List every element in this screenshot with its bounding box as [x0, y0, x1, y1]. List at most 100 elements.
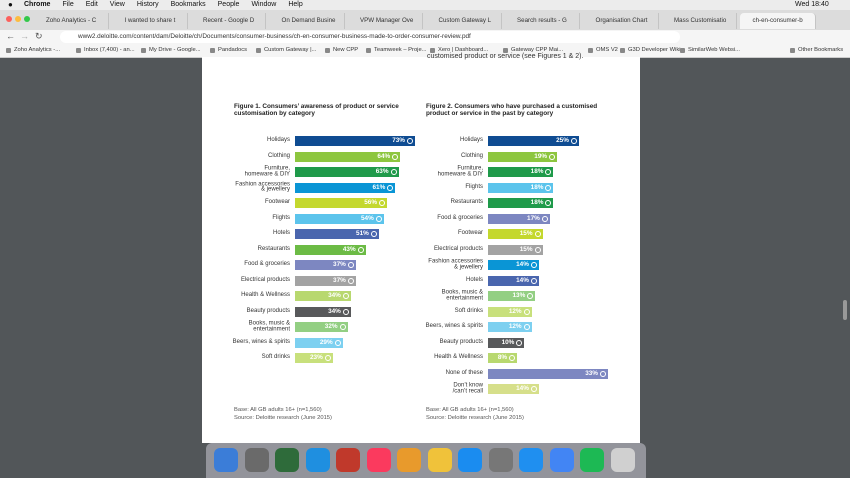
- bookmark[interactable]: New CPP: [325, 44, 358, 57]
- menu-item[interactable]: History: [136, 1, 159, 8]
- category-icon: [379, 200, 386, 206]
- menu-item[interactable]: People: [217, 1, 240, 8]
- value-label: 18%: [530, 199, 544, 206]
- category-label: Footwear: [457, 230, 483, 237]
- category-label: Restaurants: [450, 199, 483, 206]
- dock-icon[interactable]: [336, 448, 360, 472]
- value-label: 64%: [377, 152, 391, 160]
- dock-icon[interactable]: [427, 448, 452, 472]
- value-label: 12%: [508, 323, 522, 330]
- forward-button[interactable]: →: [20, 31, 29, 41]
- dock-icon[interactable]: [458, 448, 482, 472]
- category-icon: [390, 169, 397, 175]
- bar: 13%: [488, 291, 536, 301]
- category-label: Health & Wellness: [241, 292, 290, 299]
- bookmark[interactable]: SimilarWeb Websi...: [680, 44, 740, 57]
- zoom-button[interactable]: [24, 16, 30, 22]
- dock-icon[interactable]: [397, 448, 421, 472]
- scrollbar[interactable]: [843, 300, 847, 320]
- back-button[interactable]: ←: [6, 31, 15, 41]
- bar: 17%: [488, 213, 550, 224]
- reload-button[interactable]: ↻: [35, 31, 43, 41]
- value-label: 14%: [516, 261, 529, 268]
- close-button[interactable]: [6, 16, 12, 22]
- tab[interactable]: VPW Manager Ove: [347, 13, 423, 29]
- bookmark[interactable]: G3D Developer Wiki: [620, 44, 681, 57]
- dock-icon[interactable]: [549, 448, 574, 472]
- category-label: None of these: [445, 369, 483, 376]
- tab[interactable]: On Demand Busine: [269, 13, 345, 29]
- bar: 73%: [295, 136, 415, 146]
- minimize-button[interactable]: [15, 16, 21, 22]
- menu-item[interactable]: Help: [288, 1, 303, 8]
- bar: 19%: [488, 151, 558, 162]
- bookmark[interactable]: Gateway CPP Mai...: [503, 44, 563, 57]
- menu-item[interactable]: Edit: [85, 1, 98, 8]
- dock-icon[interactable]: [305, 448, 330, 472]
- category-label: Fashion accessories & jewellery: [428, 258, 483, 270]
- tab[interactable]: Mass Customisatio: [661, 13, 737, 29]
- bookmarks-bar: Other Bookmarks Zoho Analytics -... Inbox…: [0, 44, 850, 58]
- category-label: Beers, wines & spirits: [232, 338, 290, 345]
- bar: 64%: [295, 151, 401, 162]
- bar: 14%: [488, 384, 539, 394]
- category-label: Books, music & entertainment: [248, 320, 290, 332]
- bookmark[interactable]: Xero | Dashboard...: [430, 44, 488, 57]
- category-label: Electrical products: [433, 245, 483, 252]
- category-label: Hotels: [465, 276, 483, 283]
- tab[interactable]: ch-en-consumer-b: [739, 13, 816, 29]
- category-label: Flights: [465, 183, 483, 190]
- bookmark[interactable]: Inbox (7,400) - an...: [76, 44, 135, 57]
- category-icon: [570, 138, 577, 144]
- value-label: 29%: [319, 338, 333, 346]
- tab[interactable]: I wanted to share t: [112, 13, 188, 29]
- clock[interactable]: Wed 18:40: [795, 1, 829, 8]
- category-icon: [407, 138, 413, 144]
- value-label: 18%: [530, 168, 544, 175]
- category-icon: [375, 215, 382, 222]
- menu-item[interactable]: Window: [251, 1, 277, 8]
- dock-icon[interactable]: [244, 448, 269, 472]
- bookmark[interactable]: My Drive - Google...: [141, 44, 201, 57]
- dock-icon[interactable]: [488, 448, 513, 472]
- apple-logo[interactable]: ●: [8, 0, 13, 9]
- tab[interactable]: Organisation Chart: [583, 13, 659, 29]
- bookmark[interactable]: OMS V2: [588, 44, 618, 57]
- category-icon: [600, 370, 606, 377]
- menu-item[interactable]: Chrome: [24, 1, 51, 8]
- bookmark[interactable]: Teamweek – Proje...: [366, 44, 427, 57]
- bookmark[interactable]: Pandadocs: [210, 44, 247, 57]
- dock-icon[interactable]: [519, 448, 543, 472]
- category-label: Electrical products: [240, 276, 290, 283]
- bookmark[interactable]: Custom Gateway |...: [256, 44, 316, 57]
- tab[interactable]: Zoho Analytics - C: [33, 13, 109, 29]
- category-label: Food & groceries: [437, 214, 483, 221]
- value-label: 8%: [497, 354, 508, 361]
- bookmark[interactable]: Zoho Analytics -...: [6, 44, 60, 57]
- tab[interactable]: Recent - Google D: [190, 13, 266, 29]
- dock-icon[interactable]: [214, 448, 238, 472]
- value-label: 23%: [310, 354, 323, 361]
- menu-item[interactable]: Bookmarks: [170, 1, 206, 8]
- category-icon: [342, 308, 349, 315]
- tab[interactable]: Search results - G: [504, 13, 580, 29]
- dock-icon[interactable]: [610, 448, 635, 472]
- menu-item[interactable]: File: [62, 1, 74, 8]
- category-icon: [516, 339, 523, 346]
- category-label: Health & Wellness: [434, 354, 483, 361]
- dock-icon[interactable]: [580, 448, 604, 472]
- value-label: 33%: [585, 369, 598, 377]
- value-label: 37%: [333, 261, 346, 268]
- category-icon: [387, 184, 394, 191]
- tab[interactable]: Custom Gateway L: [426, 13, 502, 29]
- bar: 10%: [488, 337, 525, 348]
- bar: 33%: [488, 368, 608, 379]
- address-bar[interactable]: www2.deloitte.com/content/dam/Deloitte/c…: [60, 31, 680, 43]
- menu-item[interactable]: View: [109, 1, 125, 8]
- other-bookmarks[interactable]: Other Bookmarks: [790, 44, 843, 57]
- category-icon: [357, 246, 364, 253]
- dock-icon[interactable]: [275, 448, 299, 472]
- bar: 32%: [295, 322, 348, 332]
- dock-icon[interactable]: [366, 448, 391, 472]
- value-label: 34%: [328, 292, 341, 299]
